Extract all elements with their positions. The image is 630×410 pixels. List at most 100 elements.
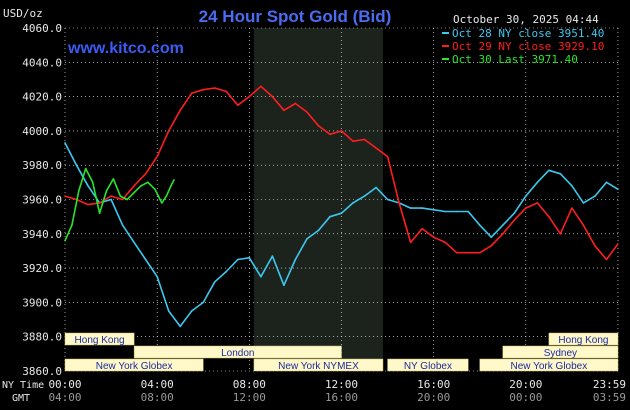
data-point bbox=[64, 142, 66, 144]
data-point bbox=[525, 207, 527, 209]
data-point bbox=[179, 325, 182, 328]
session-label: Hong Kong bbox=[558, 335, 608, 346]
x-axis-labels: 00:00 04:00 08:00 12:00 16:00 20:00 23:5904:00… bbox=[48, 378, 626, 404]
data-point bbox=[444, 241, 446, 244]
data-point bbox=[91, 181, 94, 184]
x-tick-gmt: 04:00 bbox=[48, 391, 81, 404]
chart-title: 24 Hour Spot Gold (Bid) bbox=[199, 7, 392, 26]
legend-entry: Oct 29 NY close 3929.10 bbox=[452, 40, 604, 53]
data-point bbox=[167, 310, 170, 312]
data-point bbox=[160, 202, 163, 204]
data-point bbox=[548, 169, 550, 172]
data-point bbox=[112, 178, 115, 180]
data-point bbox=[513, 219, 516, 221]
data-point bbox=[490, 245, 493, 247]
data-point bbox=[352, 140, 354, 142]
data-point bbox=[237, 104, 239, 106]
data-point bbox=[165, 195, 168, 197]
data-point bbox=[594, 195, 596, 197]
y-tick-label: 3880.0 bbox=[22, 331, 62, 344]
data-point bbox=[501, 233, 504, 235]
data-point bbox=[190, 310, 193, 312]
data-point bbox=[616, 188, 619, 191]
data-point bbox=[87, 184, 89, 187]
data-point bbox=[352, 202, 354, 204]
session-label: New York NYMEX bbox=[278, 361, 359, 372]
data-point bbox=[179, 109, 182, 112]
data-point bbox=[455, 210, 458, 213]
x-tick-ny: 23:59 bbox=[593, 378, 626, 391]
data-point bbox=[605, 181, 608, 184]
session-bar bbox=[64, 332, 135, 346]
data-point bbox=[398, 202, 400, 204]
x-tick-ny: 20:00 bbox=[509, 378, 542, 391]
data-point bbox=[559, 172, 562, 175]
data-point bbox=[559, 233, 562, 235]
data-point bbox=[126, 198, 129, 201]
data-point bbox=[329, 133, 331, 136]
data-point bbox=[271, 95, 274, 98]
x-tick-gmt: 08:00 bbox=[141, 391, 174, 404]
data-point bbox=[283, 109, 285, 112]
session-label: Hong Kong bbox=[75, 335, 125, 346]
y-tick-label: 3980.0 bbox=[22, 159, 62, 172]
data-point bbox=[84, 167, 87, 170]
data-point bbox=[213, 281, 216, 283]
data-point bbox=[154, 188, 156, 191]
data-point bbox=[536, 202, 539, 204]
data-point bbox=[78, 190, 80, 192]
session-bar bbox=[502, 345, 619, 359]
data-point bbox=[467, 251, 470, 254]
session-label: London bbox=[221, 348, 254, 359]
data-point bbox=[340, 212, 343, 215]
data-point bbox=[375, 147, 377, 149]
x-tick-ny: 16:00 bbox=[417, 378, 450, 391]
data-point bbox=[317, 124, 320, 127]
data-point bbox=[98, 202, 101, 204]
session-bar bbox=[133, 345, 342, 359]
data-point bbox=[121, 198, 124, 201]
data-point bbox=[147, 181, 149, 184]
data-point bbox=[119, 195, 122, 197]
y-tick-label: 3960.0 bbox=[22, 194, 62, 207]
data-point bbox=[455, 251, 458, 254]
timestamp: October 30, 2025 04:44 bbox=[453, 13, 599, 26]
y-tick-label: 4020.0 bbox=[22, 91, 62, 104]
data-point bbox=[87, 203, 89, 206]
x-tick-gmt: 03:59 bbox=[593, 391, 626, 404]
x-tick-gmt: 20:00 bbox=[417, 391, 450, 404]
data-point bbox=[248, 257, 251, 259]
session-label: New York Globex bbox=[511, 361, 588, 372]
data-point bbox=[467, 210, 470, 213]
data-point bbox=[432, 236, 435, 239]
data-point bbox=[105, 190, 108, 192]
data-point bbox=[582, 224, 585, 227]
session-bar bbox=[64, 358, 204, 372]
data-point bbox=[582, 202, 585, 204]
data-point bbox=[386, 155, 389, 158]
data-point bbox=[594, 245, 596, 247]
data-point bbox=[271, 255, 274, 257]
y-tick-label: 4040.0 bbox=[22, 56, 62, 69]
x-tick-gmt: 00:00 bbox=[509, 391, 542, 404]
data-point bbox=[571, 184, 573, 187]
data-point bbox=[432, 208, 435, 211]
data-point bbox=[75, 164, 78, 166]
data-point bbox=[225, 90, 228, 93]
data-point bbox=[525, 195, 527, 197]
session-bar bbox=[387, 358, 469, 372]
data-point bbox=[110, 198, 112, 201]
session-label: Sydney bbox=[544, 348, 577, 359]
data-point bbox=[490, 236, 493, 239]
y-tick-label: 3920.0 bbox=[22, 262, 62, 275]
data-point bbox=[64, 195, 66, 197]
data-point bbox=[133, 191, 135, 194]
data-point bbox=[329, 215, 331, 218]
data-point bbox=[294, 102, 297, 105]
data-point bbox=[225, 270, 228, 273]
data-point bbox=[386, 198, 389, 201]
data-point bbox=[144, 172, 147, 175]
session-bar bbox=[479, 358, 619, 372]
data-point bbox=[170, 184, 172, 187]
data-point bbox=[144, 258, 147, 261]
